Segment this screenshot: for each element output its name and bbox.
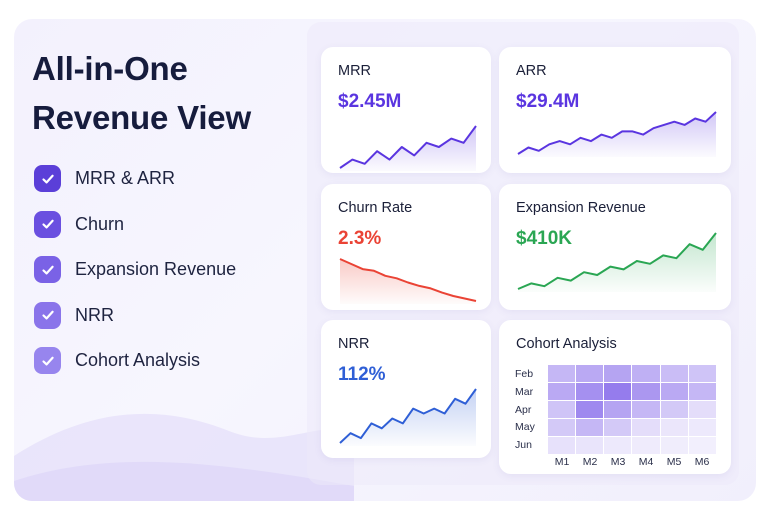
cohort-heat-cell xyxy=(688,401,716,418)
cohort-heat-cell xyxy=(604,401,632,418)
cohort-column-label: M5 xyxy=(666,456,682,468)
cohort-card[interactable]: Cohort Analysis Feb Mar Apr May Jun M1 M2 M3 M4… xyxy=(499,320,731,474)
cohort-heat-cell xyxy=(688,365,716,382)
mrr-value: $2.45M xyxy=(338,91,402,112)
cohort-heat-cell xyxy=(548,419,576,436)
check-icon xyxy=(34,165,61,192)
mrr-line xyxy=(339,125,477,169)
nrr-card[interactable]: NRR 112% xyxy=(321,320,491,458)
feature-item: Expansion Revenue xyxy=(34,256,304,283)
expansion-area xyxy=(518,233,716,292)
nrr-title: NRR xyxy=(338,336,370,352)
cohort-heat-cell xyxy=(688,419,716,436)
feature-item: Churn xyxy=(34,210,304,238)
cohort-row-labels: Feb Mar Apr May Jun xyxy=(515,366,543,455)
expansion-card[interactable]: Expansion Revenue $410K xyxy=(499,184,731,310)
mrr-title: MRR xyxy=(338,63,372,79)
cohort-heat-cell xyxy=(660,365,688,382)
cohort-column-label: M3 xyxy=(610,456,626,468)
arr-title: ARR xyxy=(516,63,547,79)
cohort-heat-cell xyxy=(660,383,688,400)
cohort-column-label: M2 xyxy=(582,456,598,468)
nrr-line xyxy=(339,388,477,444)
cohort-heat-cell xyxy=(660,437,688,454)
nrr-sparkline xyxy=(339,388,477,446)
check-icon xyxy=(34,347,61,374)
check-icon xyxy=(34,210,61,238)
churn-title: Churn Rate xyxy=(338,200,413,216)
check-icon xyxy=(34,301,61,329)
mrr-area xyxy=(340,126,476,171)
arr-card[interactable]: ARR $29.4M xyxy=(499,47,731,173)
churn-card[interactable]: Churn Rate 2.3% xyxy=(321,184,491,310)
page-title: All-in-One Revenue View xyxy=(32,44,302,142)
expansion-title: Expansion Revenue xyxy=(516,200,646,216)
feature-label: Churn xyxy=(75,213,125,234)
cohort-heat-cell xyxy=(632,437,660,454)
cohort-row-label: Jun xyxy=(515,439,532,452)
cohort-heat-cell xyxy=(632,383,660,400)
arr-area xyxy=(518,112,716,157)
feature-item: NRR xyxy=(34,301,304,329)
churn-sparkline xyxy=(339,258,477,304)
cohort-heat-cell xyxy=(632,401,660,418)
cohort-title: Cohort Analysis xyxy=(516,336,617,352)
cohort-heat-cell xyxy=(548,437,576,454)
cohort-row-label: Apr xyxy=(515,403,532,416)
cohort-heat-cell xyxy=(576,419,604,436)
feature-list: MRR & ARR Churn Expansion Revenue NRR Cohort… xyxy=(34,165,304,393)
cohort-heat-cell xyxy=(688,383,716,400)
arr-sparkline xyxy=(517,111,717,157)
decorative-wave xyxy=(14,413,354,501)
cohort-heat-cell xyxy=(660,401,688,418)
cohort-column-label: M4 xyxy=(638,456,654,468)
cohort-heat-cell xyxy=(604,365,632,382)
mrr-sparkline xyxy=(339,125,477,171)
feature-label: Expansion Revenue xyxy=(75,259,237,279)
feature-item: Cohort Analysis xyxy=(34,347,304,374)
nrr-value: 112% xyxy=(338,364,386,385)
cohort-column-label: M6 xyxy=(694,456,710,468)
cohort-column-labels: M1 M2 M3 M4 M5 M6 xyxy=(548,456,716,468)
cohort-heat-cell xyxy=(576,383,604,400)
cohort-row-label: Mar xyxy=(515,385,534,398)
cohort-heat-cell xyxy=(576,401,604,418)
arr-value: $29.4M xyxy=(516,91,580,112)
churn-value: 2.3% xyxy=(338,228,382,249)
cohort-row-label: Feb xyxy=(515,368,534,380)
check-icon xyxy=(34,256,61,283)
mrr-card[interactable]: MRR $2.45M xyxy=(321,47,491,173)
cohort-heat-cell xyxy=(632,365,660,382)
title-line-2: Revenue View xyxy=(32,99,251,136)
feature-label: MRR & ARR xyxy=(75,168,176,188)
expansion-value: $410K xyxy=(516,228,572,249)
cohort-heat-cell xyxy=(576,437,604,454)
cohort-heat-cell xyxy=(660,419,688,436)
feature-label: NRR xyxy=(75,304,114,325)
feature-item: MRR & ARR xyxy=(34,165,304,192)
expansion-sparkline xyxy=(517,232,717,292)
cohort-heat-cell xyxy=(548,383,576,400)
cohort-heat-cell xyxy=(576,365,604,382)
arr-line xyxy=(517,111,717,155)
cohort-heat-cell xyxy=(688,437,716,454)
expansion-line xyxy=(517,232,717,290)
cohort-heat-cell xyxy=(604,419,632,436)
cohort-heat-cell xyxy=(604,437,632,454)
cohort-row-label: May xyxy=(515,421,535,434)
cohort-heat-cell xyxy=(548,365,576,382)
feature-label: Cohort Analysis xyxy=(75,350,201,370)
cohort-column-label: M1 xyxy=(554,456,570,468)
cohort-heat-cell xyxy=(604,383,632,400)
cohort-heat-cell xyxy=(548,401,576,418)
cohort-heat-cell xyxy=(632,419,660,436)
cohort-heatmap xyxy=(548,365,716,454)
title-line-1: All-in-One xyxy=(32,50,188,87)
churn-line xyxy=(339,258,477,302)
